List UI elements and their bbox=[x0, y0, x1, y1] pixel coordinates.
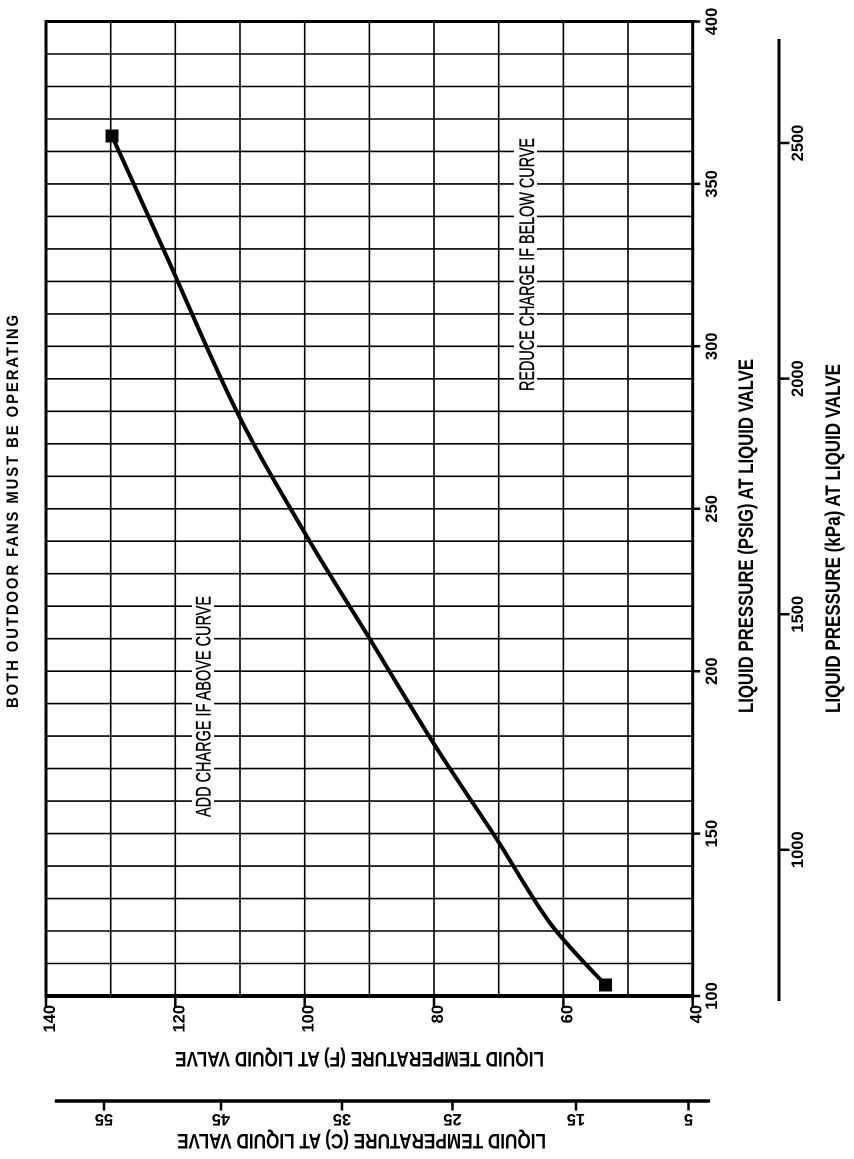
svg-text:BOTH OUTDOOR FANS MUST BE OPER: BOTH OUTDOOR FANS MUST BE OPERATING bbox=[3, 313, 22, 708]
svg-text:350: 350 bbox=[703, 170, 721, 198]
svg-text:100: 100 bbox=[300, 1005, 318, 1033]
svg-text:ADD CHARGE IF ABOVE CURVE: ADD CHARGE IF ABOVE CURVE bbox=[193, 596, 216, 817]
svg-text:1500: 1500 bbox=[789, 596, 807, 633]
svg-text:LIQUID PRESSURE (kPa) AT LIQUI: LIQUID PRESSURE (kPa) AT LIQUID VALVE bbox=[822, 364, 845, 713]
svg-text:120: 120 bbox=[170, 1005, 188, 1033]
svg-text:45: 45 bbox=[212, 1110, 230, 1128]
svg-text:2000: 2000 bbox=[789, 360, 807, 397]
svg-text:LIQUID TEMPERATURE (F) AT LIQU: LIQUID TEMPERATURE (F) AT LIQUID VALVE bbox=[175, 1047, 544, 1070]
svg-text:40: 40 bbox=[688, 1005, 706, 1023]
svg-text:55: 55 bbox=[95, 1110, 113, 1128]
svg-text:140: 140 bbox=[41, 1005, 59, 1033]
svg-text:35: 35 bbox=[333, 1110, 351, 1128]
svg-text:LIQUID PRESSURE (PSIG) AT LIQU: LIQUID PRESSURE (PSIG) AT LIQUID VALVE bbox=[735, 359, 758, 713]
svg-text:25: 25 bbox=[443, 1110, 461, 1128]
svg-text:100: 100 bbox=[703, 982, 721, 1010]
svg-text:1000: 1000 bbox=[789, 831, 807, 868]
svg-text:400: 400 bbox=[703, 8, 721, 36]
svg-text:60: 60 bbox=[558, 1005, 576, 1023]
svg-text:2500: 2500 bbox=[789, 125, 807, 162]
svg-text:300: 300 bbox=[703, 333, 721, 361]
svg-text:15: 15 bbox=[567, 1110, 585, 1128]
svg-text:5: 5 bbox=[684, 1110, 693, 1128]
svg-text:200: 200 bbox=[703, 657, 721, 685]
svg-text:80: 80 bbox=[429, 1005, 447, 1023]
svg-text:250: 250 bbox=[703, 495, 721, 523]
svg-text:LIQUID TEMPERATURE (C) AT LIQU: LIQUID TEMPERATURE (C) AT LIQUID VALVE bbox=[177, 1129, 546, 1152]
svg-text:REDUCE CHARGE IF BELOW CURVE: REDUCE CHARGE IF BELOW CURVE bbox=[516, 138, 539, 391]
svg-text:150: 150 bbox=[703, 820, 721, 848]
